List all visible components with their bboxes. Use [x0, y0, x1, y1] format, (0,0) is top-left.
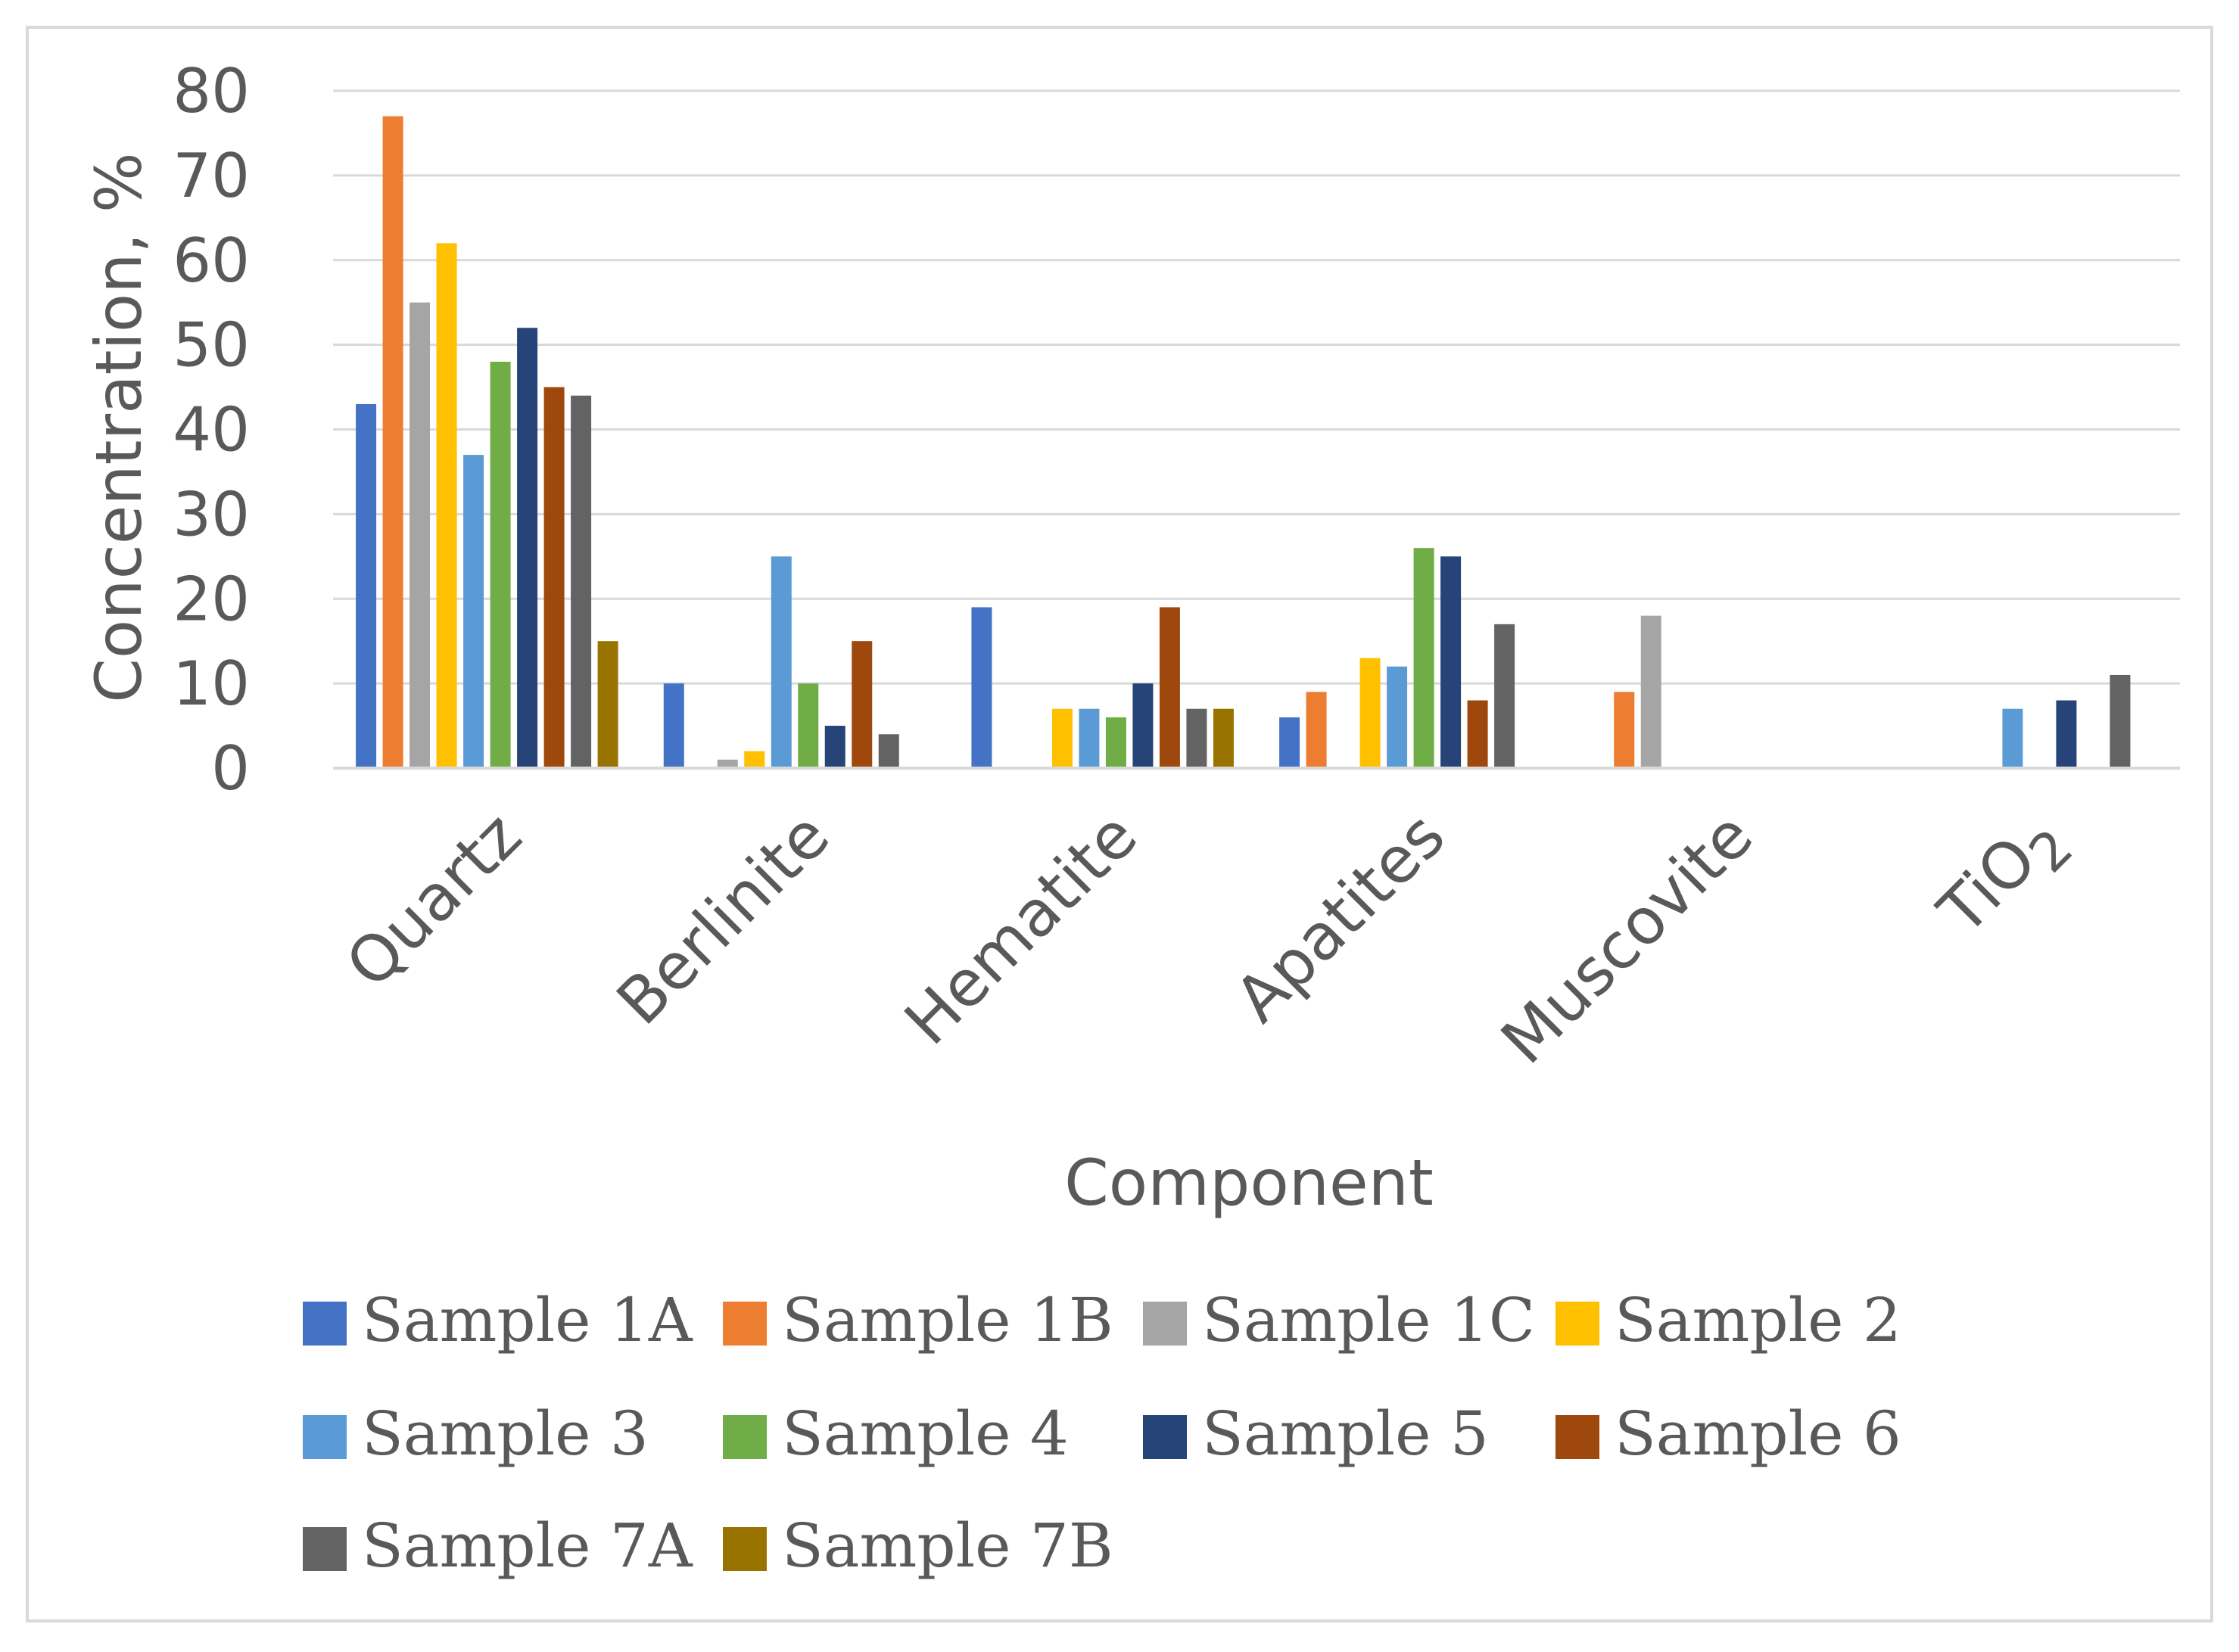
legend-swatch [1143, 1415, 1187, 1459]
y-tick-label: 50 [173, 310, 250, 381]
y-tick-labels: 0 10 20 30 40 50 60 70 80 [173, 56, 250, 804]
legend-label: Sample 7A [362, 1510, 693, 1581]
bar-sample-4-hematite [1105, 717, 1126, 768]
bar-sample-7a-berlinite [878, 734, 899, 768]
legend-label: Sample 1C [1202, 1285, 1535, 1355]
legend-swatch [1555, 1415, 1599, 1459]
bar-sample-1b-muscovite [1614, 692, 1635, 768]
bar-sample-3-tio2 [2002, 708, 2023, 768]
legend-label: Sample 2 [1615, 1285, 1901, 1355]
bar-sample-1a-apatites [1279, 717, 1300, 768]
bar-sample-3-apatites [1387, 666, 1408, 768]
y-tick-label: 20 [173, 564, 250, 634]
bar-sample-5-berlinite [824, 726, 845, 768]
legend-swatch [303, 1415, 347, 1459]
bar-sample-6-apatites [1467, 700, 1488, 768]
bars [356, 116, 2131, 768]
y-tick-label: 0 [211, 733, 250, 804]
legend-swatch [303, 1302, 347, 1346]
y-tick-label: 30 [173, 479, 250, 549]
legend-label: Sample 6 [1615, 1398, 1901, 1469]
legend: Sample 1A Sample 1B Sample 1C Sample 2 Sampl… [303, 1285, 1901, 1581]
bar-sample-1a-berlinite [663, 683, 684, 768]
bar-sample-1a-quartz [356, 403, 377, 768]
bar-sample-7b-hematite [1213, 708, 1234, 768]
bar-sample-7a-apatites [1494, 624, 1515, 768]
bar-sample-7a-tio2 [2110, 674, 2131, 768]
legend-swatch [1143, 1302, 1187, 1346]
y-tick-label: 80 [173, 56, 250, 126]
bar-sample-2-quartz [436, 243, 457, 768]
y-tick-label: 40 [173, 395, 250, 465]
legend-label: Sample 7B [782, 1510, 1113, 1581]
bar-sample-2-hematite [1051, 708, 1073, 768]
legend-swatch [723, 1302, 767, 1346]
legend-swatch [723, 1527, 767, 1571]
bar-sample-7a-quartz [571, 395, 592, 768]
legend-label: Sample 4 [782, 1398, 1069, 1469]
bar-sample-1b-apatites [1306, 692, 1327, 768]
x-axis-label: Component [1064, 1146, 1434, 1220]
legend-swatch [723, 1415, 767, 1459]
legend-swatch [1555, 1302, 1599, 1346]
y-tick-label: 70 [173, 141, 250, 211]
bar-sample-1c-muscovite [1640, 615, 1661, 768]
legend-label: Sample 1B [782, 1285, 1113, 1355]
bar-sample-5-tio2 [2056, 700, 2077, 768]
bar-sample-3-quartz [463, 455, 484, 768]
legend-label: Sample 1A [362, 1285, 693, 1355]
bar-sample-6-quartz [543, 387, 565, 768]
bar-sample-1a-hematite [971, 607, 992, 768]
bar-sample-2-berlinite [744, 751, 765, 768]
y-tick-label: 60 [173, 226, 250, 296]
bar-sample-1b-quartz [382, 116, 403, 768]
bar-sample-4-quartz [490, 362, 511, 768]
bar-sample-7a-hematite [1186, 708, 1207, 768]
bar-sample-5-quartz [517, 328, 538, 768]
bar-sample-1c-quartz [409, 302, 431, 768]
bar-sample-4-berlinite [798, 683, 819, 768]
bar-sample-7b-quartz [597, 641, 618, 768]
legend-label: Sample 3 [362, 1398, 649, 1469]
bar-sample-2-apatites [1359, 658, 1381, 768]
bar-sample-4-apatites [1413, 548, 1434, 768]
legend-label: Sample 5 [1202, 1398, 1489, 1469]
y-tick-label: 10 [173, 649, 250, 719]
bar-sample-3-berlinite [771, 556, 792, 768]
bar-sample-3-hematite [1079, 708, 1100, 768]
bar-sample-6-hematite [1159, 607, 1180, 768]
bar-sample-1c-berlinite [717, 759, 738, 768]
y-axis-label: Concentration, % [82, 152, 156, 702]
bar-sample-6-berlinite [852, 641, 873, 768]
bar-sample-5-hematite [1132, 683, 1154, 768]
bar-sample-5-apatites [1440, 556, 1462, 768]
legend-swatch [303, 1527, 347, 1571]
gridlines [333, 89, 2180, 685]
